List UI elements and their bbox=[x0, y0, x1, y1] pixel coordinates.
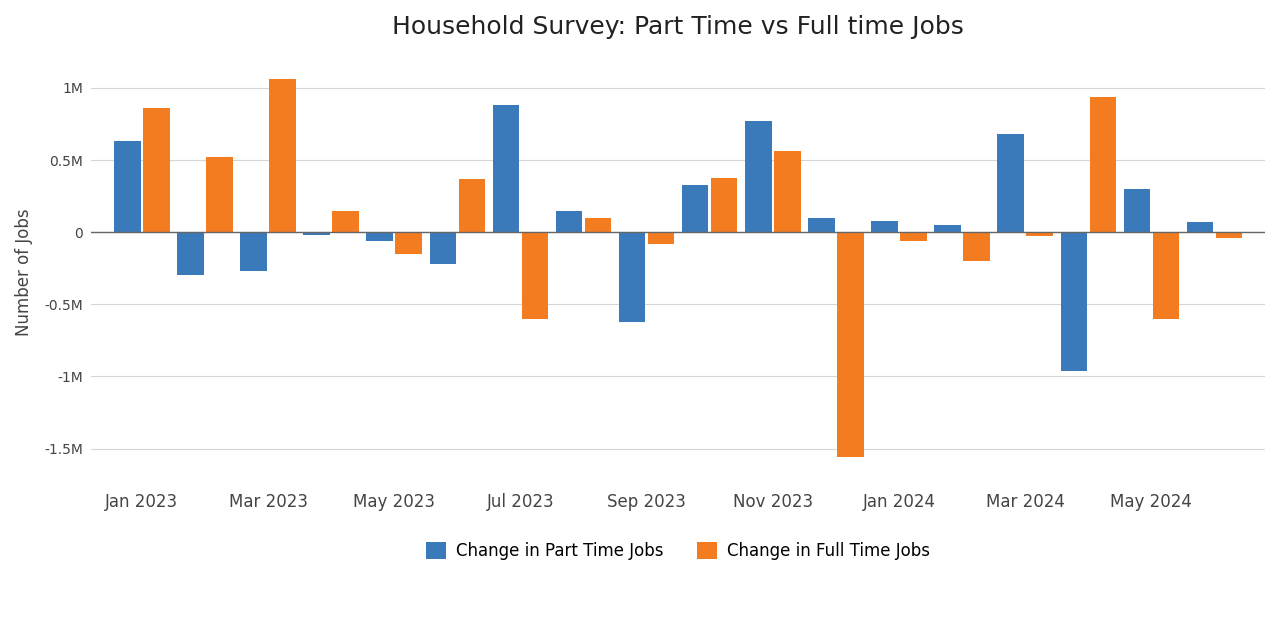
Title: Household Survey: Part Time vs Full time Jobs: Household Survey: Part Time vs Full time… bbox=[392, 15, 964, 39]
Bar bbox=[618, 232, 645, 322]
Bar bbox=[522, 232, 548, 319]
Bar bbox=[1124, 189, 1151, 232]
Bar bbox=[682, 184, 708, 232]
Bar bbox=[745, 121, 772, 232]
Bar bbox=[710, 178, 737, 232]
Bar bbox=[493, 105, 520, 232]
Bar bbox=[556, 211, 582, 232]
Bar bbox=[396, 232, 422, 254]
Bar bbox=[458, 179, 485, 232]
Bar bbox=[241, 232, 266, 271]
Bar bbox=[934, 225, 961, 232]
Legend: Change in Part Time Jobs, Change in Full Time Jobs: Change in Part Time Jobs, Change in Full… bbox=[420, 536, 937, 567]
Bar bbox=[143, 108, 169, 232]
Bar bbox=[303, 232, 330, 235]
Bar bbox=[808, 218, 835, 232]
Bar bbox=[1187, 222, 1213, 232]
Bar bbox=[1153, 232, 1179, 319]
Bar bbox=[1089, 97, 1116, 232]
Bar bbox=[648, 232, 675, 244]
Y-axis label: Number of Jobs: Number of Jobs bbox=[15, 208, 33, 335]
Bar bbox=[900, 232, 927, 241]
Bar bbox=[964, 232, 989, 261]
Bar bbox=[1027, 232, 1053, 237]
Bar bbox=[177, 232, 204, 275]
Bar bbox=[585, 218, 612, 232]
Bar bbox=[997, 134, 1024, 232]
Bar bbox=[1061, 232, 1087, 371]
Bar bbox=[837, 232, 864, 457]
Bar bbox=[114, 141, 141, 232]
Bar bbox=[774, 151, 800, 232]
Bar bbox=[1216, 232, 1243, 238]
Bar bbox=[366, 232, 393, 241]
Bar bbox=[430, 232, 456, 264]
Bar bbox=[872, 221, 897, 232]
Bar bbox=[269, 79, 296, 232]
Bar bbox=[333, 211, 358, 232]
Bar bbox=[206, 157, 233, 232]
